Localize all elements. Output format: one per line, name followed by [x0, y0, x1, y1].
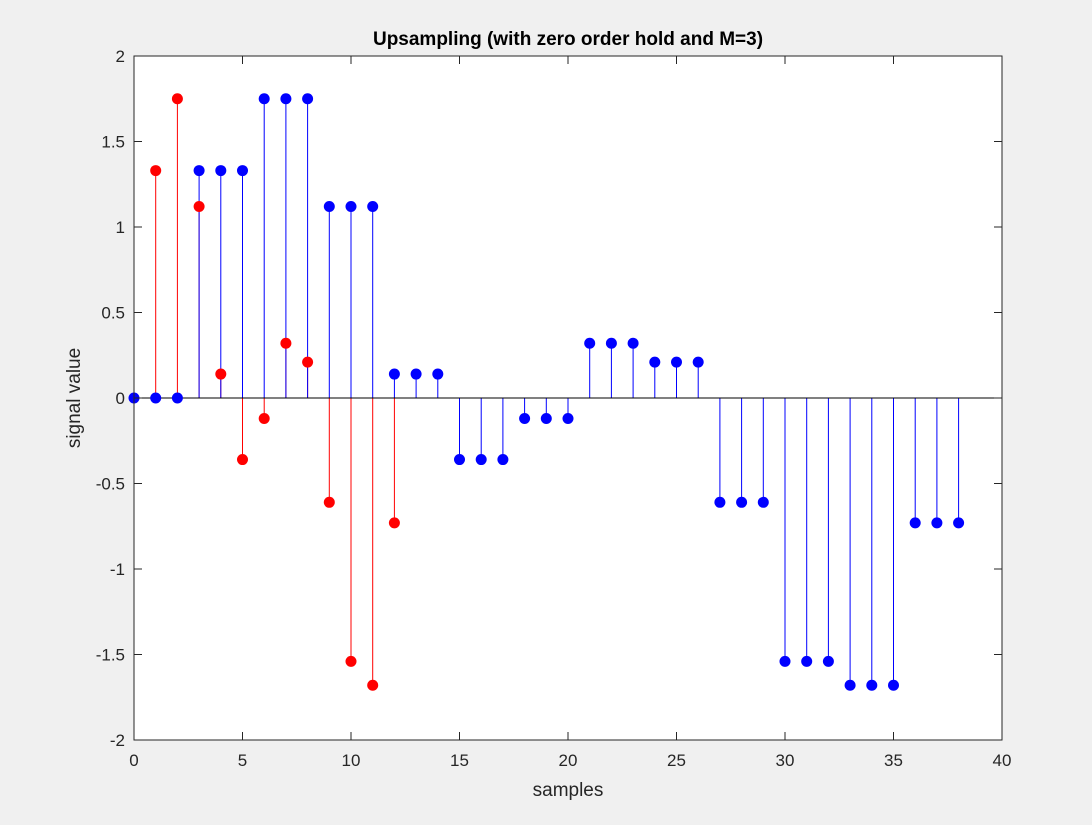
axis-ticks — [133, 55, 1003, 741]
stem-marker — [258, 413, 270, 425]
y-tick-label: 0.5 — [101, 304, 125, 323]
y-tick-label: 1.5 — [101, 133, 125, 152]
y-tick-label: 0 — [116, 389, 125, 408]
stem-marker — [671, 356, 682, 368]
y-tick-label: 2 — [116, 47, 125, 66]
x-tick-label: 10 — [342, 751, 361, 770]
x-tick-label: 15 — [450, 751, 469, 770]
stem-marker — [736, 496, 748, 508]
x-tick-label: 40 — [993, 751, 1012, 770]
stem-marker — [822, 655, 834, 667]
stem-marker — [649, 356, 661, 368]
x-tick-label: 20 — [559, 751, 578, 770]
stem-marker — [193, 200, 205, 212]
stem-marker — [345, 655, 357, 667]
stem-marker — [953, 517, 965, 529]
x-tick-label: 35 — [884, 751, 903, 770]
y-tick-label: -1 — [110, 560, 125, 579]
y-tick-labels: 2 1.5 1 0.5 0 -0.5 -1 -1.5 -2 — [96, 47, 125, 750]
stem-marker — [215, 165, 227, 177]
x-axis-label: samples — [533, 780, 604, 801]
x-tick-label: 5 — [238, 751, 247, 770]
stem-marker — [475, 454, 487, 466]
stem-marker — [692, 356, 704, 368]
x-tick-label: 25 — [667, 751, 686, 770]
stem-marker — [519, 413, 531, 425]
stem-marker — [302, 356, 314, 368]
stem-marker — [888, 679, 899, 691]
stem-marker — [323, 496, 335, 508]
stem-marker — [280, 337, 292, 349]
x-tick-label: 30 — [776, 751, 795, 770]
stem-marker — [388, 368, 400, 380]
stem-marker — [215, 368, 227, 380]
stem-marker — [323, 200, 335, 212]
stem-marker — [345, 200, 357, 212]
stem-marker — [150, 392, 162, 404]
stem-marker — [757, 496, 769, 508]
stem-marker — [931, 517, 943, 529]
y-tick-label: -1.5 — [96, 646, 125, 665]
y-tick-label: -0.5 — [96, 475, 125, 494]
stem-marker — [605, 337, 617, 349]
stem-marker — [627, 337, 639, 349]
stem-marker — [388, 517, 400, 529]
stem-marker — [497, 454, 509, 466]
stem-marker — [171, 392, 183, 404]
y-axis-label: signal value — [64, 348, 85, 448]
x-tick-labels: 0 5 10 15 20 25 30 35 40 — [129, 751, 1011, 770]
stem-marker — [302, 93, 314, 105]
y-tick-label: -2 — [110, 731, 125, 750]
stem-marker — [432, 368, 444, 380]
y-tick-label: 1 — [116, 218, 125, 237]
stem-marker — [562, 413, 574, 425]
stem-marker — [367, 679, 379, 691]
stem-marker — [801, 655, 813, 667]
stem-marker — [367, 200, 379, 212]
stem-marker — [779, 655, 791, 667]
stem-marker — [714, 496, 726, 508]
stem-lines — [155, 98, 960, 686]
stem-marker — [584, 337, 596, 349]
stem-marker — [237, 165, 248, 177]
stem-markers — [128, 93, 965, 691]
stem-marker — [280, 93, 292, 105]
stem-marker — [844, 679, 856, 691]
stem-marker — [454, 454, 465, 466]
stem-marker — [909, 517, 921, 529]
chart-title: Upsampling (with zero order hold and M=3… — [373, 29, 763, 50]
stem-marker — [150, 165, 162, 177]
stem-marker — [193, 165, 205, 177]
stem-marker — [171, 93, 183, 105]
stem-marker — [410, 368, 422, 380]
x-tick-label: 0 — [129, 751, 138, 770]
stem-marker — [540, 413, 552, 425]
stem-marker — [237, 454, 248, 466]
stem-marker — [866, 679, 878, 691]
stem-marker — [258, 93, 270, 105]
